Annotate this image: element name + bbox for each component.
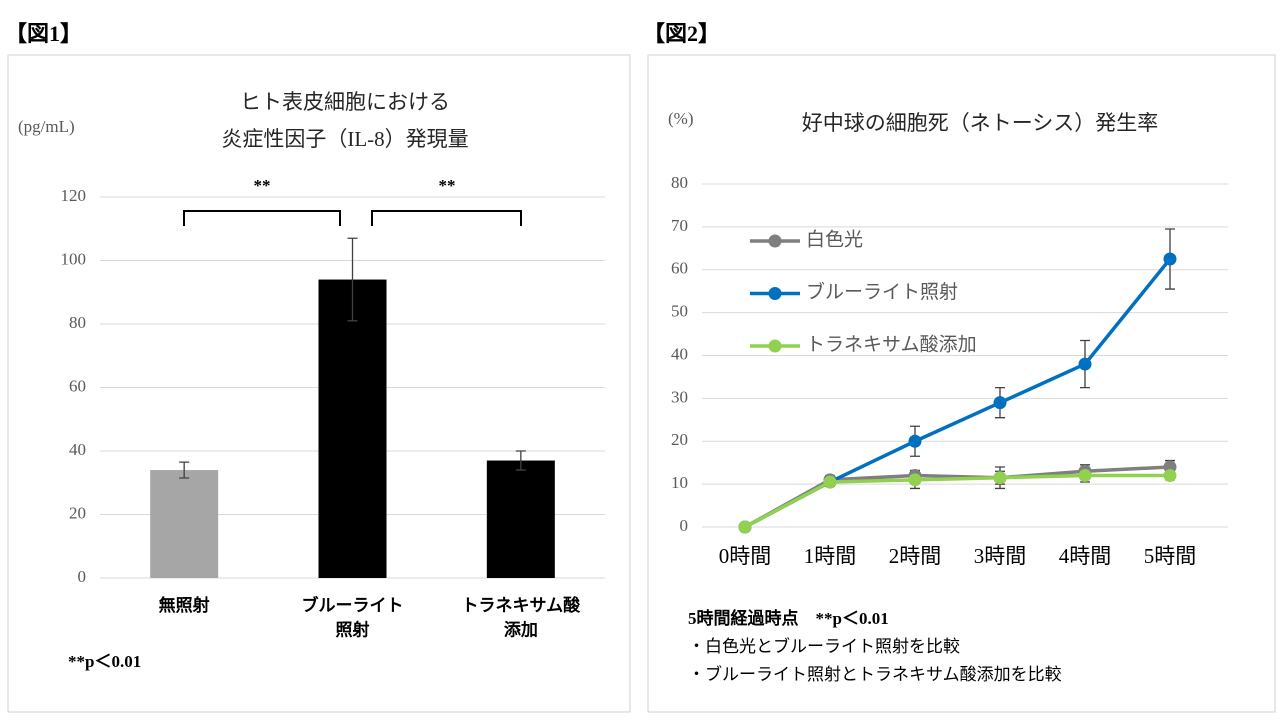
y-tick-label: 30	[671, 387, 688, 406]
y-tick-label: 60	[671, 259, 688, 278]
legend-label: 白色光	[806, 228, 863, 250]
annotation: **	[439, 176, 456, 195]
x-tick-label: 3時間	[974, 544, 1027, 568]
y-tick-label: 0	[680, 516, 689, 535]
annotation: **	[254, 176, 271, 195]
point	[1078, 357, 1092, 371]
bar	[318, 279, 387, 578]
y-tick-label: 40	[69, 440, 86, 459]
y-axis-label: (%)	[668, 109, 693, 128]
note: 5時間経過時点 **p＜0.01	[688, 608, 889, 628]
x-tick-label: トラネキサム酸添加	[461, 595, 581, 640]
note: **p＜0.01	[68, 652, 141, 671]
significance-bracket	[183, 210, 522, 226]
y-tick-label: 100	[61, 249, 87, 268]
panel-label: 【図2】	[643, 21, 720, 46]
x-tick-label: ブルーライト照射	[302, 595, 404, 640]
error-bar	[515, 450, 526, 471]
point	[1163, 252, 1177, 266]
point	[993, 471, 1007, 485]
y-tick-label: 40	[671, 344, 688, 363]
series-line	[744, 473, 1170, 529]
x-tick-label: 4時間	[1059, 544, 1112, 568]
panel-frame	[7, 54, 631, 713]
legend-swatch	[768, 287, 782, 300]
y-tick-label: 80	[69, 313, 86, 332]
y-tick-label: 50	[671, 302, 688, 321]
point	[738, 520, 752, 534]
error-bar	[179, 461, 190, 479]
y-tick-label: 70	[671, 216, 688, 235]
chart-title: 好中球の細胞死（ネトーシス）発生率	[802, 111, 1159, 135]
error-bar	[347, 237, 358, 322]
x-tick-label: 無照射	[159, 595, 210, 615]
y-tick-label: 120	[61, 186, 87, 205]
legend-label: ブルーライト照射	[806, 280, 958, 303]
chart-title: ヒト表皮細胞における	[240, 90, 450, 114]
y-tick-label: 20	[69, 503, 86, 522]
bar	[486, 460, 555, 578]
legend-swatch	[768, 234, 782, 248]
point	[993, 396, 1007, 410]
point	[1163, 469, 1177, 483]
legend-swatch	[768, 339, 782, 353]
point	[1078, 469, 1092, 483]
y-axis-label: (pg/mL)	[18, 117, 75, 136]
note: ・白色光とブルーライト照射を比較	[688, 636, 960, 656]
chart-title: 炎症性因子（IL-8）発現量	[221, 127, 468, 151]
x-tick-label: 0時間	[719, 544, 772, 568]
y-tick-label: 0	[78, 567, 87, 586]
panel-label: 【図1】	[5, 21, 82, 46]
y-tick-label: 60	[69, 376, 86, 395]
y-tick-label: 20	[671, 430, 688, 449]
x-tick-label: 2時間	[889, 544, 942, 568]
y-tick-label: 10	[671, 473, 688, 492]
point	[908, 434, 922, 448]
point	[823, 475, 837, 489]
x-tick-label: 1時間	[804, 544, 857, 568]
legend-label: トラネキサム酸添加	[806, 333, 977, 355]
panel-frame	[647, 54, 1276, 713]
point	[908, 473, 922, 487]
x-tick-label: 5時間	[1144, 544, 1197, 568]
note: ・ブルーライト照射とトラネキサム酸添加を比較	[688, 664, 1062, 684]
y-tick-label: 80	[671, 173, 688, 192]
bar	[150, 470, 219, 578]
